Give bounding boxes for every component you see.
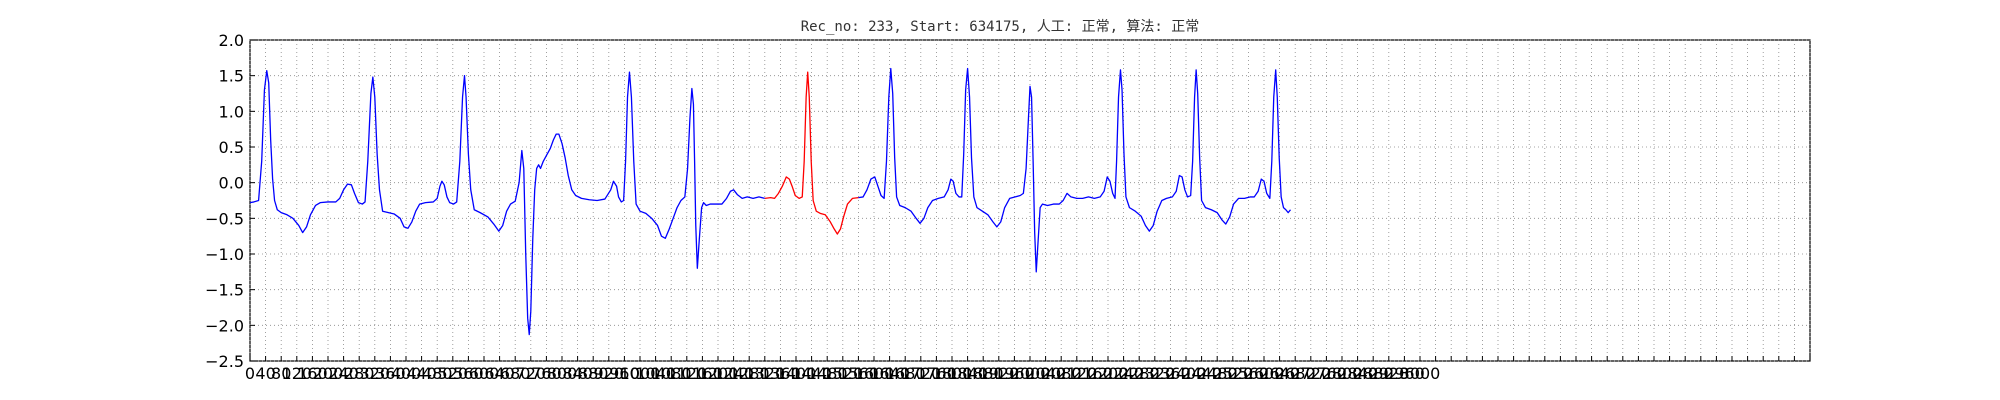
- y-tick-label: −2.5: [205, 352, 244, 371]
- x-tick-label: 640: [484, 364, 515, 383]
- x-tick-label: 520: [438, 364, 469, 383]
- x-tick-label: 2960: [1384, 364, 1425, 383]
- x-tick-label: 1960: [994, 364, 1035, 383]
- x-tick-label: 2640: [1259, 364, 1300, 383]
- x-tick-label: 1640: [869, 364, 910, 383]
- x-tick-label: 2280: [1119, 364, 1160, 383]
- x-tick-label: 2720: [1290, 364, 1331, 383]
- x-tick-label: 2240: [1103, 364, 1144, 383]
- x-tick-label: 240: [328, 364, 359, 383]
- y-tick-label: −0.5: [205, 209, 244, 228]
- x-tick-label: 840: [562, 364, 593, 383]
- x-tick-label: 600: [469, 364, 500, 383]
- x-tick-label: 1240: [713, 364, 754, 383]
- x-tick-label: 1760: [916, 364, 957, 383]
- x-tick-label: 2400: [1166, 364, 1207, 383]
- x-tick-label: 2080: [1041, 364, 1082, 383]
- x-tick-label: 2440: [1181, 364, 1222, 383]
- x-tick-label: 2760: [1306, 364, 1347, 383]
- x-tick-label: 1720: [900, 364, 941, 383]
- x-tick-label: 1920: [978, 364, 1019, 383]
- x-tick-label: 3000: [1400, 364, 1441, 383]
- x-tick-label: 280: [344, 364, 375, 383]
- x-tick-label: 880: [578, 364, 609, 383]
- y-axis: −2.5 −2.0 −1.5 −1.0 −0.5 0.0 0.5 1.0 1.5 2.0: [205, 31, 255, 371]
- x-tick-label: 1600: [854, 364, 895, 383]
- x-tick-label: 1400: [776, 364, 817, 383]
- x-tick-label: 1280: [729, 364, 770, 383]
- x-tick-label: 2560: [1228, 364, 1269, 383]
- x-tick-label: 200: [313, 364, 344, 383]
- x-tick-label: 80: [271, 364, 291, 383]
- x-tick-label: 920: [594, 364, 625, 383]
- y-tick-label: 0.0: [219, 174, 244, 193]
- x-tick-label: 1560: [838, 364, 879, 383]
- x-tick-label: 1480: [807, 364, 848, 383]
- grid: [249, 39, 1811, 362]
- x-tick-label: 1320: [744, 364, 785, 383]
- y-tick-label: −2.0: [205, 316, 244, 335]
- ecg-trace-segment: [858, 67, 1292, 273]
- x-tick-label: 2360: [1150, 364, 1191, 383]
- x-tick-label: 2480: [1197, 364, 1238, 383]
- x-axis: 0 408012016020024028032036040044048052056…: [245, 356, 1811, 383]
- x-tick-label: 2800: [1322, 364, 1363, 383]
- x-tick-label: 1080: [651, 364, 692, 383]
- x-tick-label: 2000: [1010, 364, 1051, 383]
- x-tick-label: 2520: [1212, 364, 1253, 383]
- x-tick-label: 2160: [1072, 364, 1113, 383]
- x-tick-label: 2120: [1056, 364, 1097, 383]
- ecg-trace-segment: [249, 70, 765, 336]
- x-tick-label: 440: [406, 364, 437, 383]
- x-tick-label: 720: [516, 364, 547, 383]
- x-tick-label: 0: [245, 364, 255, 383]
- y-tick-label: 1.5: [219, 67, 244, 86]
- x-tick-label: 960: [609, 364, 640, 383]
- x-tick-label: 1800: [932, 364, 973, 383]
- x-tick-label: 2680: [1275, 364, 1316, 383]
- x-tick-label: 480: [422, 364, 453, 383]
- x-tick-label: 2320: [1134, 364, 1175, 383]
- x-tick-label: 2840: [1337, 364, 1378, 383]
- x-tick-label: 1880: [963, 364, 1004, 383]
- x-tick-label: 320: [360, 364, 391, 383]
- x-tick-label: 360: [375, 364, 406, 383]
- chart-title: Rec_no: 233, Start: 634175, 人工: 正常, 算法: …: [801, 19, 1200, 35]
- x-tick-label: 400: [391, 364, 422, 383]
- x-tick-label: 760: [531, 364, 562, 383]
- y-tick-label: −1.5: [205, 281, 244, 300]
- y-tick-label: 0.5: [219, 138, 244, 157]
- y-tick-label: 2.0: [219, 31, 244, 50]
- x-tick-label: 1040: [635, 364, 676, 383]
- y-tick-label: −1.0: [205, 245, 244, 264]
- x-tick-label: 1440: [791, 364, 832, 383]
- series-group: [249, 67, 1292, 336]
- x-tick-label: 40: [255, 364, 275, 383]
- x-tick-label: 1200: [698, 364, 739, 383]
- x-tick-label: 680: [500, 364, 531, 383]
- x-tick-label: 2880: [1353, 364, 1394, 383]
- x-tick-label: 160: [297, 364, 328, 383]
- x-tick-label: 2920: [1368, 364, 1409, 383]
- x-tick-label: 120: [282, 364, 313, 383]
- ecg-trace-segment: [764, 71, 859, 235]
- x-tick-label: 1120: [666, 364, 707, 383]
- y-tick-label: 1.0: [219, 102, 244, 121]
- x-tick-label: 1160: [682, 364, 723, 383]
- x-tick-label: 2600: [1244, 364, 1285, 383]
- x-tick-label: 1520: [822, 364, 863, 383]
- x-tick-label: 1840: [947, 364, 988, 383]
- x-tick-label: 2200: [1088, 364, 1129, 383]
- x-tick-label: 1360: [760, 364, 801, 383]
- x-tick-label: 1680: [885, 364, 926, 383]
- x-tick-label: 560: [453, 364, 484, 383]
- x-tick-label: 800: [547, 364, 578, 383]
- x-tick-label: 1000: [620, 364, 661, 383]
- x-tick-label: 2040: [1025, 364, 1066, 383]
